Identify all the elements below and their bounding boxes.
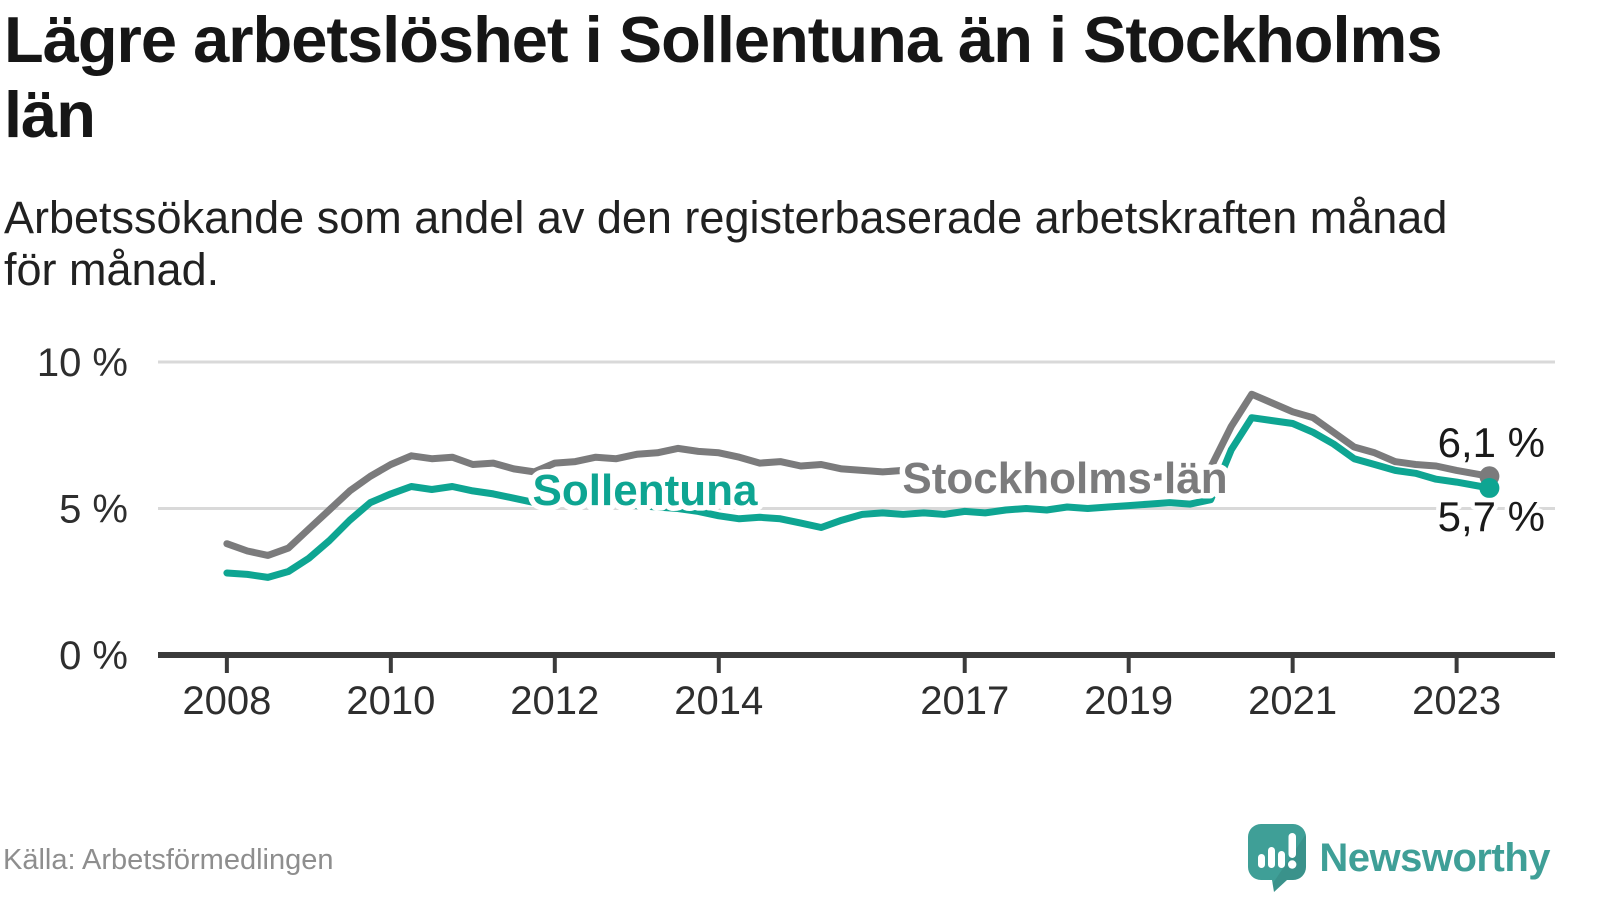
series-label-sollentuna: Sollentuna [533,466,758,515]
page-title-line-1: Lägre arbetslöshet i Sollentuna än i Sto… [4,3,1442,76]
logo-bar-1 [1258,854,1266,868]
series-label-stockholms-lan: Stockholms län [902,454,1227,503]
end-value-label-stockholms-lan: 6,1 % [1438,419,1545,466]
source-note: Källa: Arbetsförmedlingen [3,844,334,876]
y-axis-label-10: 10 % [37,341,128,385]
end-dot-sollentuna [1479,478,1500,498]
series-line-sollentuna [223,414,1493,581]
page-title-line-2: län [4,78,96,151]
brand-logo: Newsworthy [1247,824,1550,892]
unemployment-line-chart: 0 % 5 % 10 % 2008 2010 2012 2014 2017 2019 2021 20… [37,341,1555,723]
x-axis-label-2023: 2023 [1412,679,1501,723]
x-axis-label-2017: 2017 [920,679,1009,723]
y-axis-label-5: 5 % [59,488,128,532]
chart-subtitle-line-1: Arbetssökande som andel av den registerb… [4,192,1448,243]
logo-bar-2 [1268,847,1276,868]
newsworthy-bubble-chart-icon [1248,824,1307,892]
logo-exclamation-bar [1288,833,1297,858]
x-axis-label-2010: 2010 [346,679,435,723]
chart-subtitle-line-2: för månad. [4,244,220,295]
logo-bar-3 [1278,851,1286,868]
x-axis-label-2021: 2021 [1248,679,1337,723]
x-axis-label-2014: 2014 [674,679,763,723]
logo-bubble-shade [1267,834,1307,892]
series-line-stockholms-lan [223,390,1493,559]
page-title: Lägre arbetslöshet i Sollentuna än i Sto… [4,2,1442,152]
x-axis-label-2019: 2019 [1084,679,1173,723]
end-value-label-sollentuna: 5,7 % [1438,493,1545,540]
brand-name: Newsworthy [1319,835,1550,880]
y-axis-label-0: 0 % [59,634,128,678]
x-axis-label-2012: 2012 [510,679,599,723]
x-axis-label-2008: 2008 [182,679,271,723]
chart-subtitle: Arbetssökande som andel av den registerb… [4,192,1447,296]
logo-exclamation-dot [1288,860,1297,869]
